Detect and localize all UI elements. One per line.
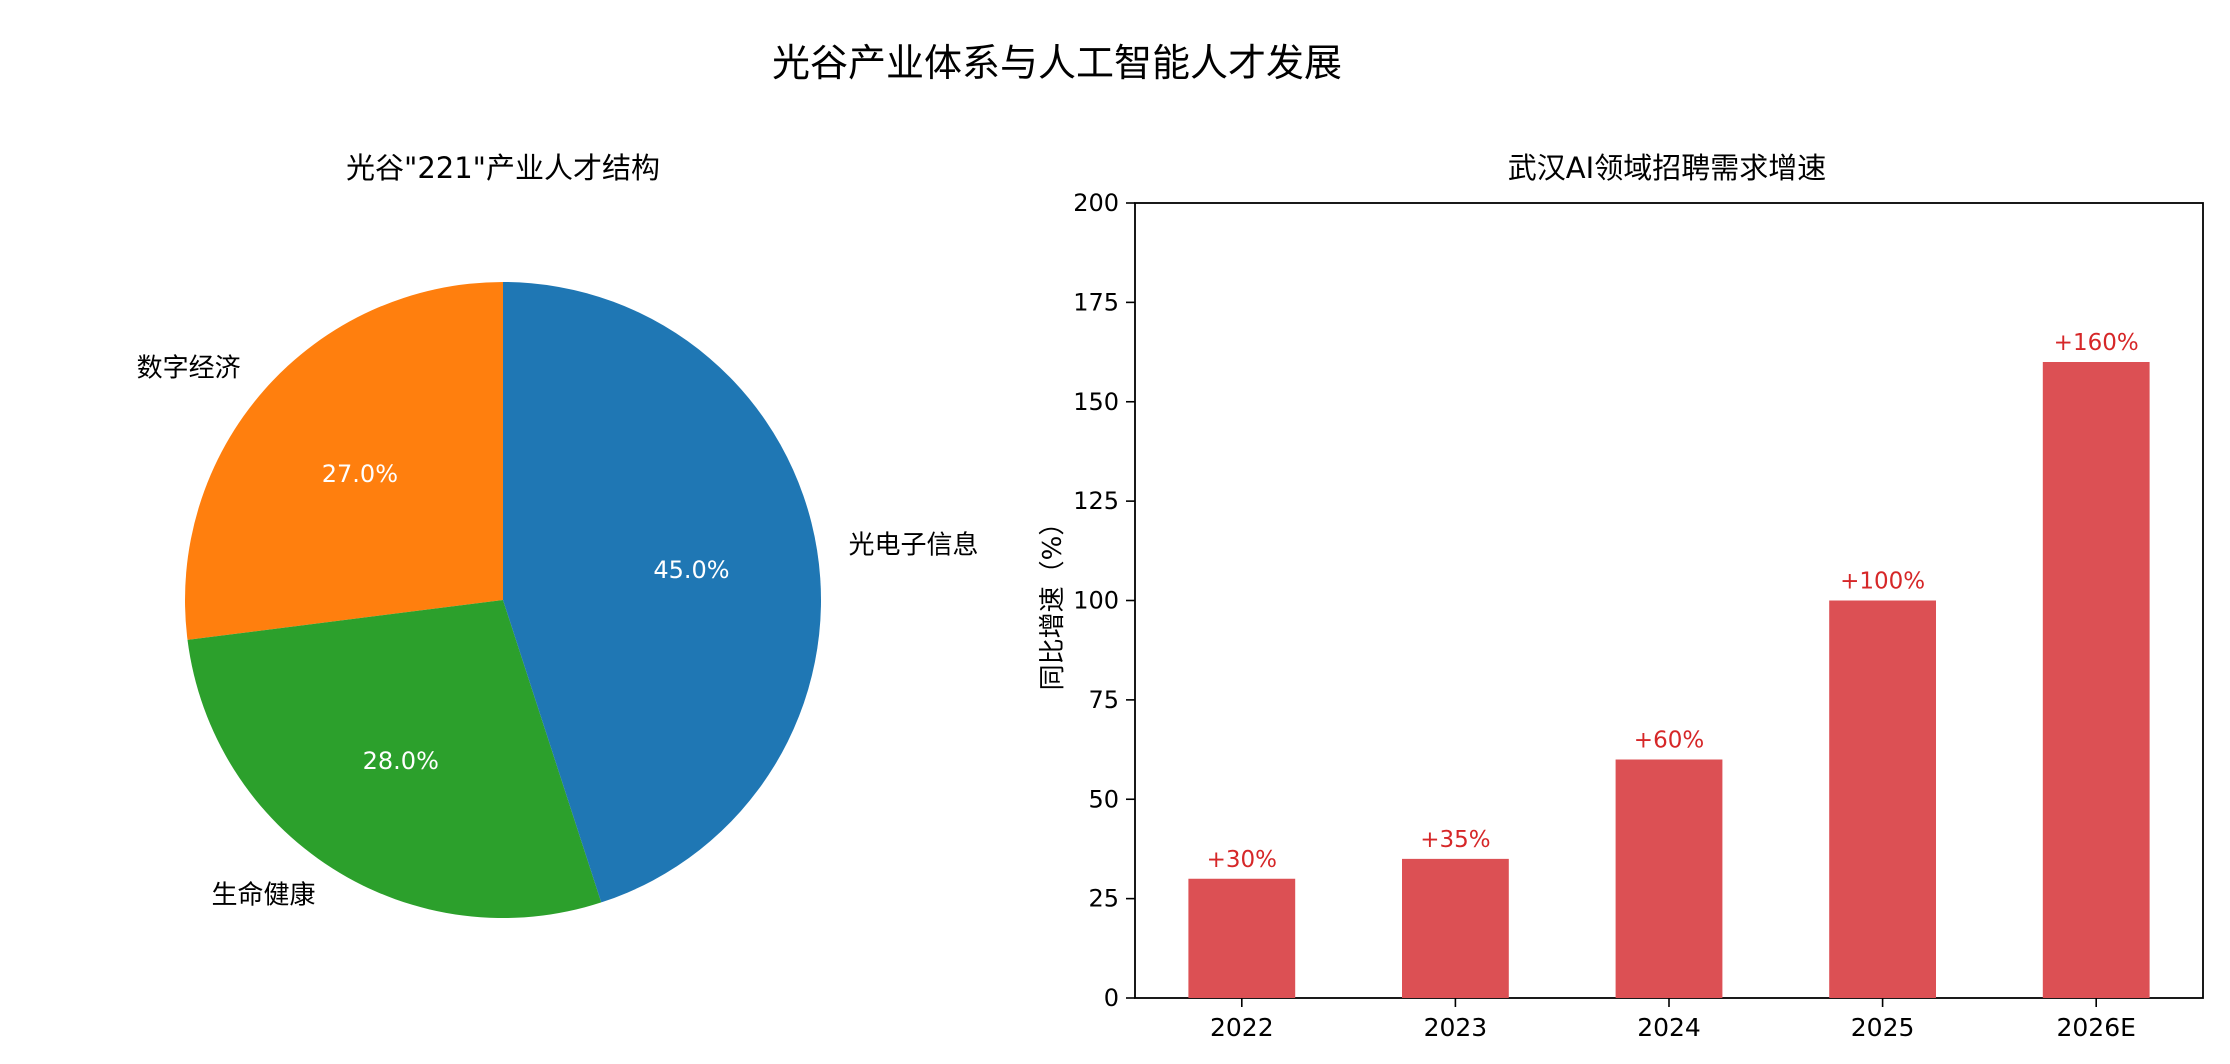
pie-slice-label: 生命健康: [212, 880, 316, 910]
x-tick-label: 2022: [1210, 1013, 1274, 1042]
figure-title: 光谷产业体系与人工智能人才发展: [772, 41, 1342, 85]
bar-chart: 武汉AI领域招聘需求增速 同比增速（%） 0 25 50 75 100 125 150 175…: [1038, 151, 2204, 1042]
bar-chart-title: 武汉AI领域招聘需求增速: [1508, 151, 1826, 185]
bars: [1188, 362, 2150, 998]
bar-value-labels: +30% +35% +60% +100% +160%: [1207, 330, 2139, 873]
y-tick-label: 125: [1073, 487, 1119, 515]
pie-slice: [185, 282, 503, 640]
y-tick-label: 150: [1073, 388, 1119, 416]
bar-value-label: +30%: [1207, 847, 1277, 873]
x-tick-label: 2023: [1424, 1013, 1488, 1042]
bar-value-label: +160%: [2054, 330, 2139, 356]
bar: [1615, 759, 1723, 998]
bar: [1402, 858, 1509, 998]
pie-slice-label: 光电子信息: [848, 530, 978, 560]
pie-slice-percent: 45.0%: [653, 556, 729, 584]
bar: [1188, 878, 1296, 998]
pie-slices: [185, 282, 821, 919]
y-tick-label: 75: [1088, 686, 1119, 714]
bar-value-label: +35%: [1420, 827, 1490, 853]
y-tick-label: 25: [1088, 885, 1119, 913]
bar: [1829, 600, 1936, 998]
pie-slice-percent: 28.0%: [363, 747, 439, 775]
y-tick-label: 175: [1073, 288, 1119, 316]
pie-chart: 光谷"221"产业人才结构 27.0% 数字经济 28.0% 生命健康 45.0% 光电子…: [137, 151, 979, 919]
y-tick-label: 0: [1104, 984, 1119, 1012]
bar-axes: 0 25 50 75 100 125 150 175 200 2022 2023 2024 2025 20…: [1073, 189, 2204, 1042]
bar-value-label: +60%: [1634, 728, 1704, 754]
pie-chart-title: 光谷"221"产业人才结构: [346, 151, 660, 185]
pie-slice-label: 数字经济: [137, 354, 241, 384]
y-axis-label: 同比增速（%）: [1038, 510, 1068, 691]
x-tick-label: 2026E: [2056, 1013, 2135, 1042]
pie-slice: [187, 600, 602, 919]
pie-labels: 27.0% 数字经济 28.0% 生命健康 45.0% 光电子信息: [137, 354, 979, 911]
x-tick-label: 2025: [1851, 1013, 1915, 1042]
y-tick-label: 200: [1073, 189, 1119, 217]
bar-value-label: +100%: [1840, 569, 1925, 595]
pie-slice: [503, 282, 821, 903]
x-tick-label: 2024: [1637, 1013, 1701, 1042]
y-tick-label: 50: [1088, 785, 1119, 813]
y-tick-label: 100: [1073, 587, 1119, 615]
pie-slice-percent: 27.0%: [322, 460, 398, 488]
bar: [2042, 362, 2150, 998]
